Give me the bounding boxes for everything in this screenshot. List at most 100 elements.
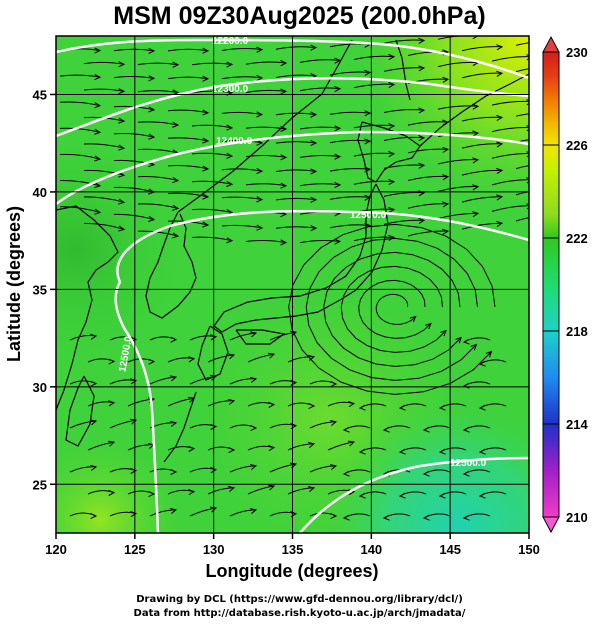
streamline-arrow: [202, 109, 210, 116]
streamline-arrow: [172, 177, 180, 184]
streamline-arrow: [172, 121, 180, 128]
streamline-arrow: [388, 123, 396, 130]
contour-12300: [56, 76, 529, 138]
streamline-arrow: [170, 468, 178, 476]
streamline-arrow: [342, 470, 350, 477]
streamline: [383, 39, 425, 44]
streamline-arrow: [462, 382, 470, 389]
streamline: [492, 31, 532, 35]
streamline-arrow: [398, 492, 406, 499]
streamline: [329, 196, 371, 200]
streamline: [515, 191, 529, 196]
streamline-arrow: [118, 88, 126, 95]
streamline-arrow: [94, 102, 102, 109]
streamline-arrow: [485, 350, 493, 358]
streamline-arrow: [310, 44, 318, 51]
streamline-arrow: [329, 420, 338, 426]
streamline-arrow: [268, 352, 276, 359]
streamline: [221, 48, 263, 51]
streamline: [299, 154, 341, 158]
streamline: [167, 76, 209, 80]
streamline-arrow: [358, 404, 366, 411]
streamline-arrow: [364, 110, 372, 117]
x-tick-label: 140: [360, 542, 382, 557]
streamline-arrow: [330, 380, 338, 388]
streamline: [167, 397, 195, 407]
streamline: [229, 465, 257, 473]
colorbar-body: [542, 51, 560, 518]
streamline-arrow: [280, 239, 288, 246]
colorbar-tick-label: 214: [566, 417, 588, 432]
streamline: [59, 179, 101, 187]
streamline-arrow: [108, 358, 116, 365]
streamline: [461, 196, 503, 203]
streamline-arrow: [334, 181, 342, 189]
streamline-arrow: [330, 512, 338, 520]
streamline-arrow: [462, 470, 470, 477]
streamline: [247, 485, 275, 495]
streamline: [191, 124, 233, 129]
streamline-arrow: [472, 103, 480, 110]
streamline-arrow: [268, 401, 276, 408]
streamline: [191, 152, 233, 157]
streamline-arrow: [108, 440, 116, 447]
streamline-arrow: [210, 506, 218, 513]
streamline: [245, 126, 287, 130]
streamline-arrow: [210, 334, 218, 341]
streamline-arrow: [130, 467, 138, 474]
streamline: [137, 90, 179, 93]
streamline-arrow: [364, 69, 372, 76]
streamline-arrow: [418, 37, 426, 44]
streamline: [167, 192, 209, 198]
contour-12500-west: [114, 281, 160, 533]
streamline-arrow: [148, 133, 156, 140]
streamline: [437, 105, 479, 110]
streamline: [137, 176, 179, 182]
contour-label: 12400.0: [216, 136, 253, 147]
streamline-arrow: [188, 445, 196, 452]
streamline-arrow: [422, 514, 430, 521]
streamline: [83, 88, 125, 92]
streamline: [353, 152, 395, 157]
streamline-arrow: [310, 225, 318, 232]
streamline-arrow: [496, 194, 504, 201]
coastline-kuril: [419, 73, 529, 147]
streamline: [191, 236, 233, 242]
streamline-arrow: [228, 446, 236, 454]
streamline-arrow: [130, 511, 138, 518]
streamline-vortex: [305, 237, 478, 381]
streamline-arrow: [90, 464, 98, 471]
streamline-arrow: [398, 448, 406, 455]
streamline-arrow: [388, 206, 396, 214]
streamline-arrow: [334, 125, 342, 132]
coastline-ryukyu: [163, 391, 197, 463]
streamline-arrow: [398, 404, 406, 411]
streamline: [137, 230, 179, 237]
streamline-arrow: [250, 376, 258, 383]
streamline-arrow: [250, 331, 258, 338]
streamline: [461, 46, 503, 52]
streamline: [207, 487, 235, 495]
streamline: [299, 126, 341, 130]
streamline-vortex: [358, 279, 432, 339]
streamline: [329, 139, 371, 144]
streamline-arrow: [310, 139, 318, 147]
streamline: [329, 111, 371, 115]
streamline-arrow: [170, 420, 178, 427]
streamline: [275, 226, 317, 229]
streamline-arrow: [268, 445, 276, 452]
streamline-arrow: [496, 141, 504, 148]
streamline: [275, 197, 317, 201]
streamline-arrow: [438, 448, 446, 455]
streamline-arrow: [425, 322, 432, 330]
contour-label: 12300.0: [212, 84, 249, 95]
streamline: [275, 46, 317, 50]
streamline-arrow: [308, 354, 316, 361]
colorbar-tick-label: 226: [566, 138, 588, 153]
streamline: [407, 203, 449, 209]
streamline: [437, 132, 479, 138]
streamline-arrow: [202, 221, 210, 228]
streamline-arrow: [364, 138, 372, 145]
streamline: [229, 332, 257, 341]
streamline: [59, 127, 101, 133]
